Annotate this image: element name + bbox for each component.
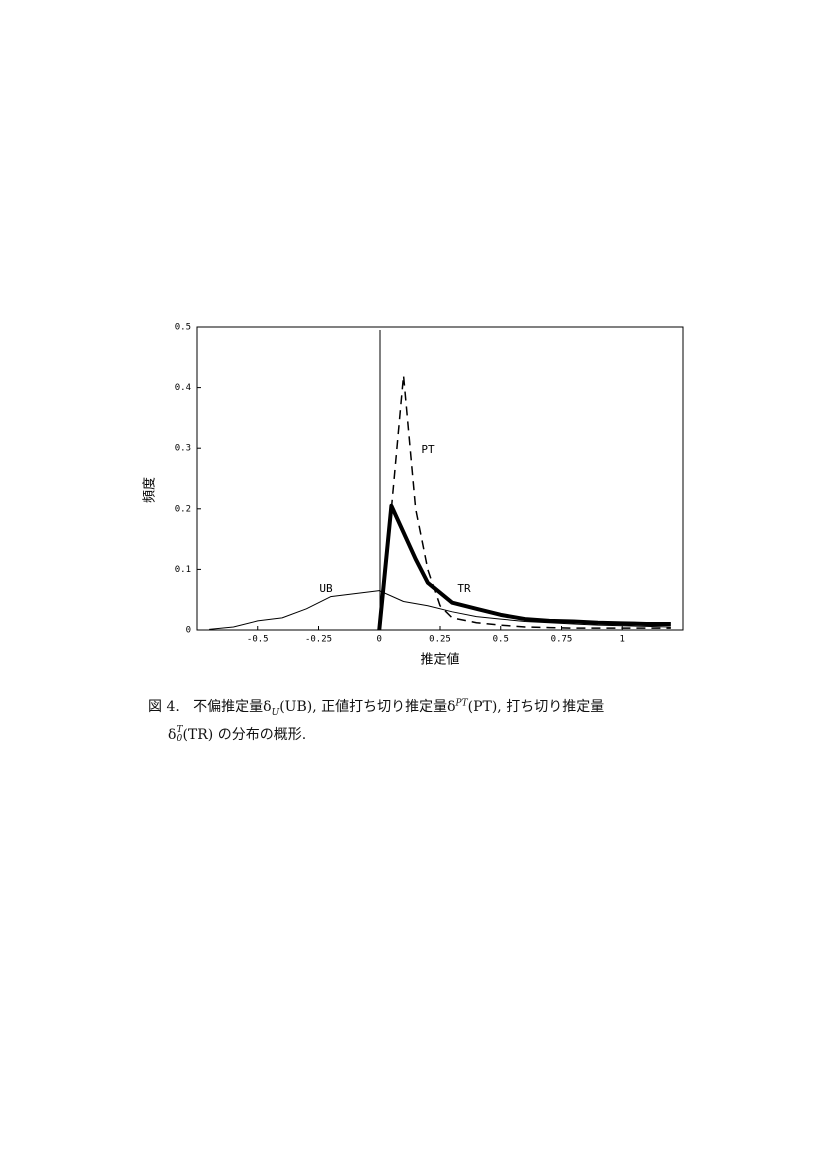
y-tick-label: 0.2 — [175, 504, 191, 514]
y-tick-label: 0.1 — [175, 565, 191, 575]
x-tick-label: -0.25 — [305, 635, 332, 645]
x-tick-label: 0.5 — [493, 635, 509, 645]
x-tick-label: 0 — [377, 635, 382, 645]
caption-text: (TR) の分布の概形. — [182, 727, 307, 743]
y-tick-label: 0.4 — [175, 383, 191, 393]
x-tick-label: 0.75 — [551, 635, 573, 645]
x-axis-label: 推定値 — [420, 652, 459, 668]
series-line — [209, 590, 671, 630]
x-tick-label: 0.25 — [429, 635, 451, 645]
series-line — [377, 503, 671, 631]
series-label: PT — [421, 443, 435, 456]
caption-text: 不偏推定量δ — [193, 699, 272, 715]
caption-text: δ — [168, 727, 177, 743]
y-tick-label: 0.3 — [175, 444, 191, 454]
caption-text: PT — [455, 698, 468, 709]
x-tick-label: 1 — [620, 635, 625, 645]
y-axis-label: 頻度 — [142, 477, 158, 503]
caption-text: T — [176, 725, 183, 735]
caption-text: (PT), 打ち切り推定量 — [467, 699, 605, 715]
caption-line: 図 4. 不偏推定量δU(UB), 正値打ち切り推定量δPT(PT), 打ち切り… — [148, 696, 605, 718]
caption-line: δT 0(TR) の分布の概形. — [168, 724, 306, 744]
series-line — [390, 374, 671, 629]
y-tick-label: 0 — [186, 626, 191, 636]
caption-text: 図 4. — [148, 699, 180, 715]
x-tick-label: -0.5 — [247, 635, 269, 645]
plot-frame — [196, 326, 684, 631]
y-tick-label: 0.5 — [175, 323, 191, 333]
caption-text: (UB), 正値打ち切り推定量δ — [279, 699, 456, 715]
caption-text: 0 — [176, 734, 183, 744]
caption-text: U — [271, 707, 280, 718]
series-label: TR — [457, 582, 471, 595]
series-label: UB — [319, 582, 333, 595]
